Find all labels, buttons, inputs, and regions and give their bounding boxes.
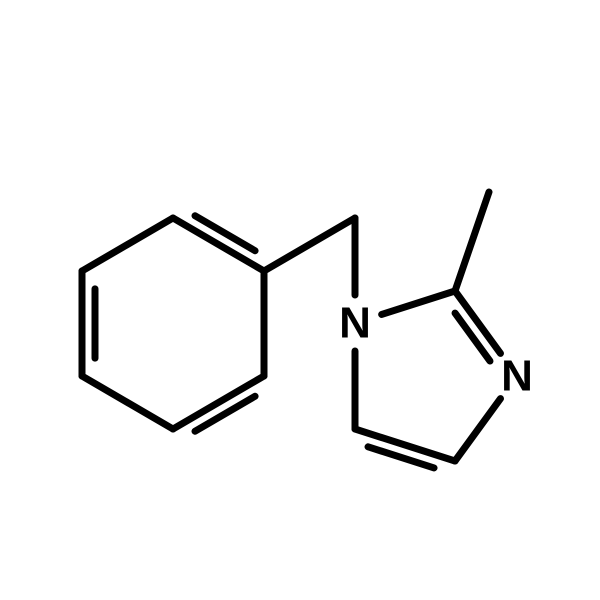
atom-label: N	[501, 352, 533, 401]
atom-label: N	[339, 299, 371, 348]
molecule-diagram: NN	[0, 0, 600, 600]
